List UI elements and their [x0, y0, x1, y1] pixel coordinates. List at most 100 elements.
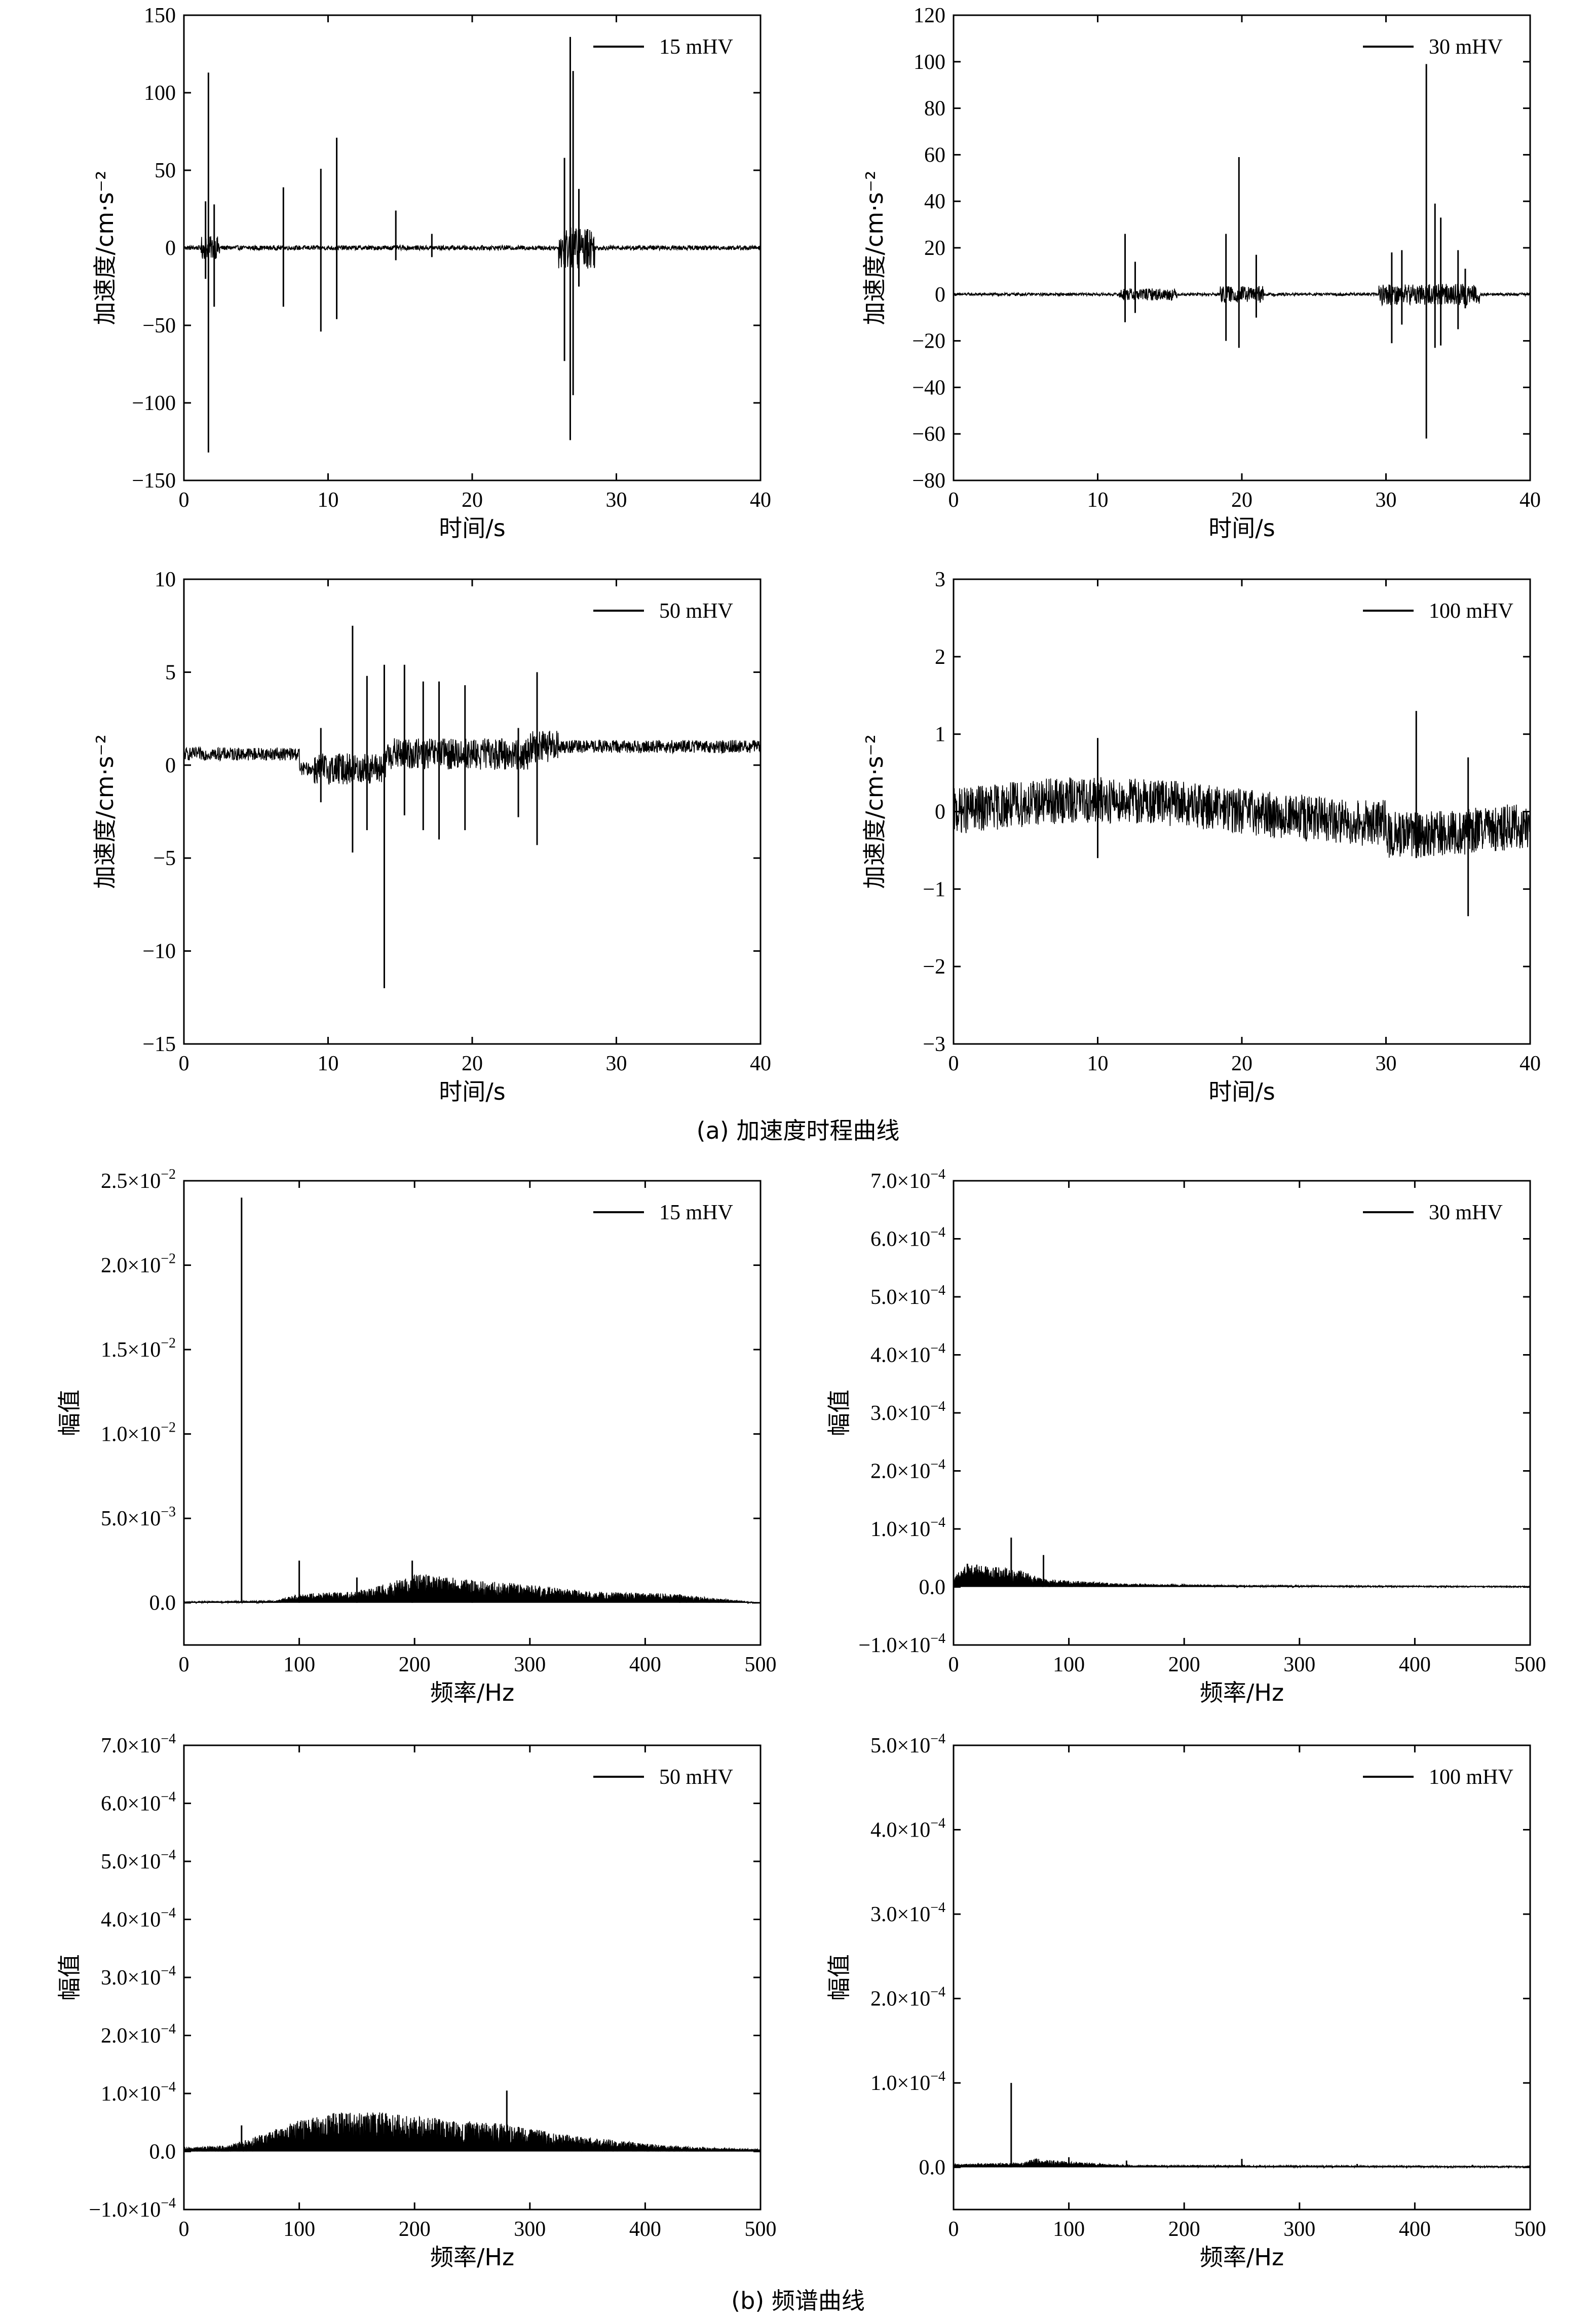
y-tick-label: 4.0×10−4: [101, 1905, 176, 1932]
y-tick-exponent: −4: [930, 2069, 945, 2084]
y-tick-exponent: −4: [930, 1283, 945, 1298]
y-tick-label: 6.0×10−4: [870, 1225, 945, 1251]
y-tick-label: 1.0×10−2: [101, 1420, 176, 1446]
x-tick-label: 40: [1519, 489, 1541, 512]
y-tick-label: −80: [912, 469, 945, 493]
x-tick-label: 200: [1168, 1653, 1200, 1676]
y-tick-exponent: −4: [930, 1985, 945, 2000]
caption-a: (a) 加速度时程曲线: [697, 1117, 900, 1144]
y-tick-label: 0.0: [149, 2141, 176, 2164]
legend: 15 mHV: [593, 35, 733, 59]
x-tick-label: 10: [1087, 1052, 1109, 1075]
series-line: [953, 777, 1531, 858]
x-tick-label: 20: [462, 489, 483, 512]
plot-frame: [183, 578, 762, 1045]
legend-label: 100 mHV: [1429, 600, 1513, 623]
y-tick-label: 5: [165, 661, 176, 684]
x-tick-label: 0: [948, 1653, 959, 1676]
y-tick-label: 0: [935, 283, 945, 307]
y-tick-label: 60: [924, 143, 945, 167]
y-tick-label: 3.0×10−4: [870, 1900, 945, 1926]
x-tick-label: 300: [1283, 1653, 1315, 1676]
y-tick-exponent: −4: [161, 1847, 176, 1863]
y-tick-label: −2: [923, 955, 945, 979]
y-tick-exponent: −4: [930, 1399, 945, 1414]
series-line: [183, 227, 761, 269]
x-axis-label: 频率/Hz: [1200, 1679, 1284, 1706]
legend: 30 mHV: [1363, 1201, 1503, 1224]
y-tick-label: 1.0×10−4: [870, 1515, 945, 1541]
chart-a2: 0 10 20 30 40 −80 −60 −40 −20 0 20 40 60 80 100 120 时间/s…: [861, 4, 1541, 542]
y-tick-label: 7.0×10−4: [870, 1167, 945, 1193]
y-tick-label: 1.0×10−4: [870, 2069, 945, 2095]
y-tick-exponent: −4: [161, 2079, 176, 2095]
legend: 100 mHV: [1363, 1766, 1513, 1789]
y-tick-label: −50: [142, 314, 176, 338]
plot-frame: [953, 1180, 1531, 1646]
x-tick-label: 400: [1399, 2218, 1431, 2241]
y-tick-label: 120: [914, 4, 945, 27]
x-tick-label: 0: [948, 489, 959, 512]
y-tick-label: 150: [144, 4, 176, 27]
x-tick-label: 0: [948, 2218, 959, 2241]
y-tick-label: 0: [935, 801, 945, 824]
x-tick-label: 100: [1053, 2218, 1085, 2241]
y-tick-exponent: −2: [161, 1167, 176, 1182]
y-tick-label: 5.0×10−4: [870, 1731, 945, 1757]
x-tick-label: 500: [745, 2218, 777, 2241]
x-tick-label: 10: [1087, 489, 1109, 512]
y-tick-label: 4.0×10−4: [870, 1341, 945, 1367]
plot-frame: [953, 1744, 1531, 2211]
y-tick-exponent: −4: [161, 2022, 176, 2037]
y-axis-label: 加速度/cm·s⁻²: [91, 734, 119, 889]
x-tick-label: 20: [1231, 1052, 1252, 1075]
y-tick-label: 2.0×10−4: [870, 1457, 945, 1483]
legend-label: 30 mHV: [1429, 1201, 1503, 1224]
y-tick-label: 1.0×10−4: [101, 2079, 176, 2106]
x-axis-label: 时间/s: [1208, 1078, 1275, 1105]
x-axis-label: 时间/s: [1208, 514, 1275, 542]
x-axis-label: 频率/Hz: [430, 2243, 514, 2271]
y-tick-label: −150: [132, 469, 176, 493]
y-tick-exponent: −4: [161, 2195, 176, 2211]
legend: 30 mHV: [1363, 35, 1503, 59]
x-tick-label: 500: [745, 1653, 777, 1676]
y-tick-label: 100: [914, 51, 945, 74]
x-tick-label: 200: [399, 1653, 431, 1676]
x-tick-label: 30: [606, 1052, 627, 1075]
x-tick-label: 400: [1399, 1653, 1431, 1676]
series-line: [183, 2112, 761, 2152]
legend-label: 100 mHV: [1429, 1766, 1513, 1789]
y-tick-label: −15: [142, 1033, 176, 1056]
y-axis-label: 幅值: [56, 1390, 83, 1436]
series-line: [183, 731, 761, 785]
x-tick-label: 0: [948, 1052, 959, 1075]
x-tick-label: 100: [283, 2218, 315, 2241]
y-tick-label: −5: [153, 847, 176, 870]
y-tick-label: 0: [165, 754, 176, 777]
y-axis-label: 加速度/cm·s⁻²: [861, 171, 888, 325]
y-tick-exponent: −4: [930, 1167, 945, 1182]
x-tick-label: 10: [318, 1052, 339, 1075]
y-tick-label: 2.0×10−2: [101, 1251, 176, 1278]
y-tick-exponent: −4: [161, 1963, 176, 1979]
y-tick-label: 4.0×10−4: [870, 1816, 945, 1842]
x-tick-label: 0: [179, 2218, 189, 2241]
y-tick-label: 3.0×10−4: [101, 1963, 176, 1990]
y-tick-label: 2.5×10−2: [101, 1167, 176, 1193]
x-tick-label: 40: [750, 1052, 771, 1075]
x-tick-label: 0: [179, 1653, 189, 1676]
y-tick-exponent: −4: [930, 1341, 945, 1357]
y-tick-label: 6.0×10−4: [101, 1789, 176, 1816]
x-tick-label: 10: [318, 489, 339, 512]
y-tick-label: −60: [912, 423, 945, 446]
y-tick-exponent: −4: [930, 1900, 945, 1916]
y-tick-label: 5.0×10−4: [870, 1283, 945, 1309]
y-tick-exponent: −4: [930, 1457, 945, 1473]
x-tick-label: 500: [1514, 1653, 1546, 1676]
x-tick-label: 500: [1514, 2218, 1546, 2241]
y-tick-label: −20: [912, 330, 945, 353]
y-tick-exponent: −4: [930, 1816, 945, 1831]
chart-a3: 0 10 20 30 40 −15 −10 −5 0 5 10 时间/s 加速度/cm·s⁻² 50 mH…: [91, 568, 771, 1105]
y-axis-label: 幅值: [825, 1954, 853, 2001]
